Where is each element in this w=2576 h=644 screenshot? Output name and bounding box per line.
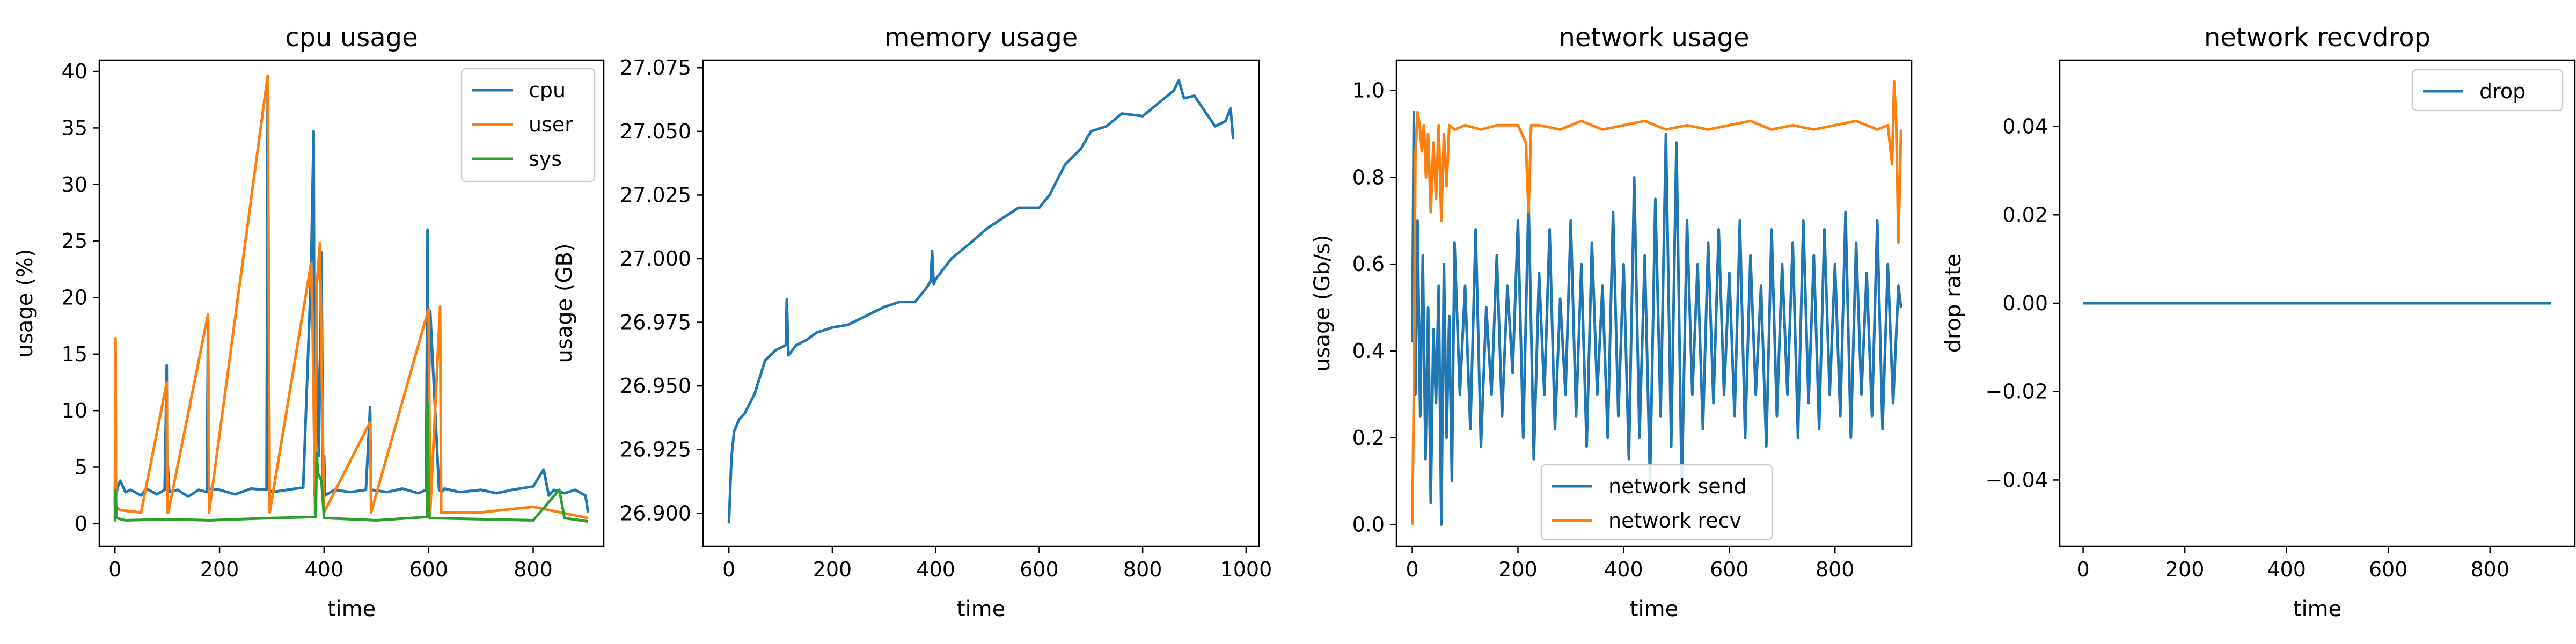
y-tick-label: 30 [62,173,87,196]
y-tick-label: 1.0 [1352,79,1385,103]
chart-title: cpu usage [285,23,418,53]
y-tick-label: 5 [75,456,87,479]
series-group [113,75,590,523]
series-line-network-send [1411,111,1902,526]
y-tick-label: 15 [62,342,87,366]
y-tick-label: 20 [62,286,87,309]
series-group [1411,80,1902,526]
y-axis-label: usage (Gb/s) [1310,235,1335,371]
subplot-4: 0 200 400 600 800 −0.04 −0.02 0.00 0.02 0.04 netwo… [1941,23,2576,621]
x-tick-label: 0 [1406,558,1418,581]
y-tick-label: 27.025 [620,183,691,207]
chart-title: network recvdrop [2204,23,2431,53]
x-tick-label: 0 [2076,558,2089,581]
subplot-1: 0 200 400 600 800 0 5 10 15 20 25 30 35 40 cpu usage ti… [13,23,605,621]
y-tick-label: 0 [75,512,87,536]
x-tick-label: 200 [1498,558,1538,581]
y-tick-label: 26.975 [620,311,691,334]
y-tick-label: 0.02 [2002,203,2048,226]
y-tick-label: 40 [62,60,87,83]
y-tick-label: 0.8 [1352,165,1385,189]
y-tick-label: 26.950 [620,374,691,398]
legend-entry: drop [2479,79,2526,103]
y-tick-label: 0.00 [2002,291,2048,315]
x-tick-label: 400 [1604,558,1643,581]
legend-box [1540,464,1773,541]
axes-frame [98,59,605,547]
x-tick-label: 600 [1710,558,1749,581]
y-tick-label: 27.050 [620,120,691,143]
legend: drop [2411,69,2564,112]
x-tick-label: 800 [514,558,553,581]
y-axis-label: usage (%) [13,249,38,358]
x-tick-label: 200 [813,558,852,581]
x-tick-label: 600 [2369,558,2408,581]
y-tick-label: 0.0 [1352,513,1385,537]
x-tick-label: 1000 [1220,558,1272,581]
axes-frame [1395,59,1913,547]
x-tick-label: 200 [200,558,239,581]
y-tick-label: 0.04 [2002,115,2048,138]
y-tick-label: 35 [62,116,87,140]
x-axis-label: time [2293,597,2341,621]
y-tick-label: 0.2 [1352,426,1385,450]
y-tick-label: 0.4 [1352,339,1385,363]
legend: cpu user sys [460,68,596,182]
y-tick-label: 0.6 [1352,252,1385,276]
x-axis-label: time [1630,597,1678,621]
x-tick-label: 800 [1123,558,1162,581]
x-tick-label: 800 [1816,558,1855,581]
x-tick-label: 200 [2165,558,2205,581]
series-line-network-recv [1411,80,1902,525]
series-group [727,79,1235,524]
chart-title: network usage [1558,23,1749,53]
y-axis-label: drop rate [1941,254,1966,353]
legend-entry: network recv [1608,509,1741,532]
legend-entry: sys [529,147,562,171]
x-tick-label: 800 [2470,558,2509,581]
legend-entry: cpu [529,78,566,102]
legend-entry: network send [1608,474,1747,498]
y-axis-label: usage (GB) [552,243,577,363]
y-tick-label: 25 [62,229,87,253]
x-axis-label: time [327,597,376,621]
y-tick-label: 27.000 [620,247,691,270]
series-line-line-1 [727,79,1235,524]
y-tick-label: 10 [62,399,87,422]
x-tick-label: 600 [1020,558,1059,581]
y-tick-label: 26.900 [620,501,691,525]
series-line-sys [113,401,589,523]
y-tick-label: 27.075 [620,56,691,79]
legend-entry: user [529,113,573,136]
y-tick-label: −0.02 [1986,380,2048,404]
x-tick-label: 400 [2267,558,2306,581]
subplot-2: 0 200 400 600 800 1000 26.900 26.925 26.950 26.97… [552,23,1272,621]
subplot-3: 0 200 400 600 800 0.0 0.2 0.4 0.6 0.8 1.0 network u… [1310,23,1913,621]
x-tick-label: 0 [108,558,121,581]
series-line-user [113,75,589,519]
legend: network send network recv [1540,464,1773,541]
legend-box [460,68,596,182]
chart-title: memory usage [884,23,1078,53]
x-tick-label: 0 [722,558,735,581]
legend-box [2411,69,2564,112]
y-tick-label: −0.04 [1986,468,2048,492]
x-tick-label: 400 [916,558,955,581]
x-axis-label: time [957,597,1005,621]
y-tick-label: 26.925 [620,438,691,462]
x-tick-label: 400 [305,558,344,581]
x-tick-label: 600 [409,558,448,581]
axes-frame [702,59,1260,547]
